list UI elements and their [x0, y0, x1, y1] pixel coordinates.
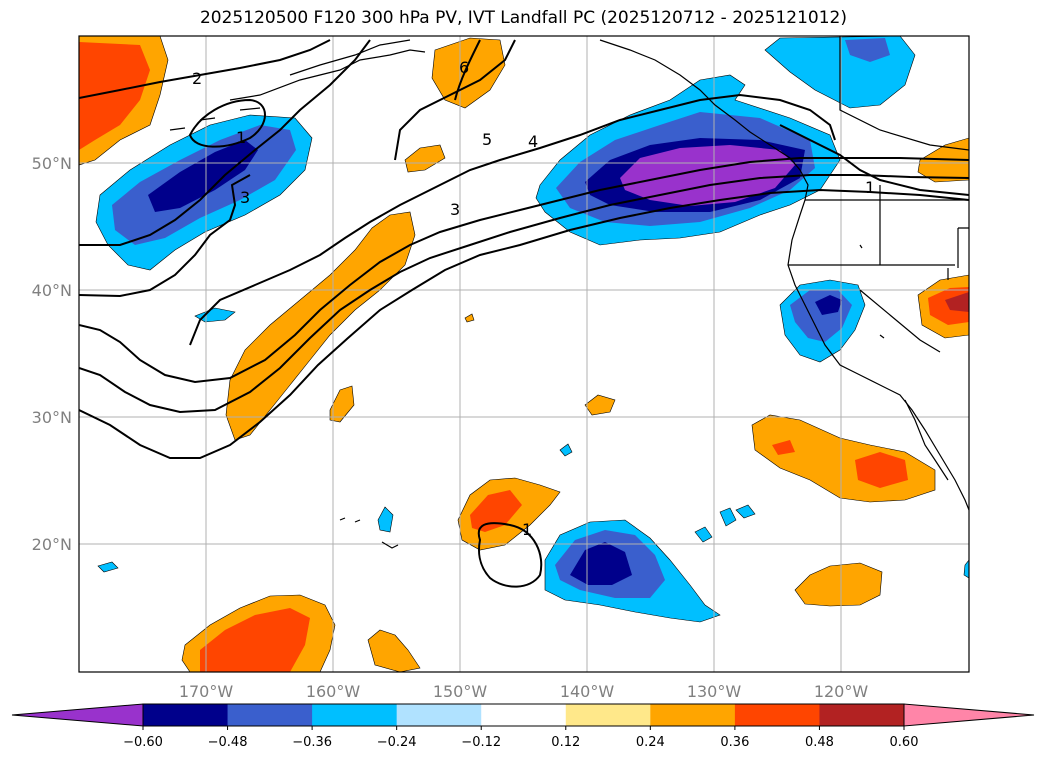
colorbar-frame [142, 703, 905, 727]
pv-contours [79, 39, 969, 588]
positive-anomaly-band [225, 211, 416, 441]
negative-anomaly-small2 [377, 506, 394, 533]
colorbar-tick-label: 0.48 [805, 735, 834, 750]
lon-label-150w: 150°W [433, 682, 488, 701]
negative-anomaly-small6 [735, 504, 756, 519]
lat-label-40n: 40°N [32, 281, 72, 300]
map-title: 2025120500 F120 300 hPa PV, IVT Landfall… [199, 8, 847, 28]
lon-label-120w: 120°W [814, 682, 869, 701]
colorbar-tick-label: −0.36 [292, 735, 332, 750]
colorbar-swatch [396, 704, 482, 726]
negative-anomaly-west-3 [148, 140, 258, 212]
negative-anomaly-south-3 [570, 542, 632, 585]
contour-label: 1 [236, 128, 246, 147]
lat-label-30n: 30°N [32, 408, 72, 427]
positive-anomaly-sw-core [200, 608, 310, 672]
positive-anomaly-small3 [464, 313, 475, 323]
colorbar-swatch [650, 704, 736, 726]
colorbar-swatch [143, 704, 229, 726]
lon-label-140w: 140°W [560, 682, 615, 701]
lon-label-130w: 130°W [687, 682, 742, 701]
negative-anomaly-small3 [559, 443, 573, 457]
longitude-labels: 170°W 160°W 150°W 140°W 130°W 120°W [179, 682, 869, 701]
colorbar-tick-label: −0.48 [208, 735, 248, 750]
colorbar-tick-label: 0.36 [720, 735, 749, 750]
negative-anomaly-north-2 [845, 38, 890, 62]
colorbar-swatch [734, 704, 820, 726]
contour-label: 3 [240, 188, 250, 207]
contour-label: 6 [459, 58, 469, 77]
lat-label-50n: 50°N [32, 154, 72, 173]
contour-label-group: 2 1 3 6 5 4 3 1 1 [192, 58, 875, 539]
positive-anomaly-small2 [584, 394, 616, 416]
positive-anomaly-sw2 [367, 629, 421, 672]
positive-anomaly-se-core [855, 452, 908, 488]
colorbar-ticks: −0.60 −0.48 −0.36 −0.24 −0.12 0.12 0.24 0.36 0.4… [123, 726, 918, 750]
negative-anomaly-small4 [694, 526, 713, 543]
colorbar-max-extension [904, 704, 1034, 726]
colorbar-min-extension [12, 704, 143, 726]
contour-label: 1 [865, 178, 875, 197]
positive-anomaly-nw-core [79, 42, 150, 150]
positive-anomaly-subtropical-core [470, 490, 522, 532]
contour-label: 1 [522, 520, 532, 539]
positive-anomaly-small1 [329, 385, 355, 423]
colorbar-swatch [227, 704, 313, 726]
colorbar-tick-label: 0.24 [636, 735, 665, 750]
latitude-labels: 50°N 40°N 30°N 20°N [32, 154, 72, 554]
contour-label: 5 [482, 130, 492, 149]
colorbar-swatch [819, 704, 905, 726]
colorbar-swatch [565, 704, 651, 726]
positive-anomaly-east-2c [945, 292, 969, 312]
colorbar-tick-label: −0.24 [377, 735, 417, 750]
negative-anomaly-small7 [97, 561, 119, 573]
contour-label: 4 [528, 132, 538, 151]
colorbar-tick-label: 0.60 [890, 735, 919, 750]
contour-label: 3 [450, 200, 460, 219]
positive-anomaly-n2 [404, 144, 446, 173]
colorbar-tick-label: 0.12 [551, 735, 580, 750]
colorbar-swatches [12, 704, 1034, 726]
colorbar-swatch [481, 704, 567, 726]
positive-anomaly-se2 [794, 562, 883, 607]
lat-label-20n: 20°N [32, 535, 72, 554]
map-frame [78, 35, 970, 673]
lon-label-170w: 170°W [179, 682, 234, 701]
graticule [79, 36, 969, 672]
coastlines [169, 36, 969, 549]
colorbar-swatch [312, 704, 398, 726]
colorbar-tick-label: −0.60 [123, 735, 163, 750]
negative-anomaly-small5 [719, 507, 737, 527]
negative-anomaly-ne-core [620, 145, 795, 206]
colorbar: −0.60 −0.48 −0.36 −0.24 −0.12 0.12 0.24 0.36 0.4… [11, 703, 1035, 750]
negative-anomaly-california-3 [815, 295, 842, 315]
positive-anomaly-se-core2 [772, 440, 795, 455]
lon-label-160w: 160°W [306, 682, 361, 701]
contour-label: 2 [192, 69, 202, 88]
negative-anomaly-small8 [963, 559, 969, 579]
positive-anomaly-n1 [431, 37, 506, 109]
colorbar-tick-label: −0.12 [461, 735, 501, 750]
